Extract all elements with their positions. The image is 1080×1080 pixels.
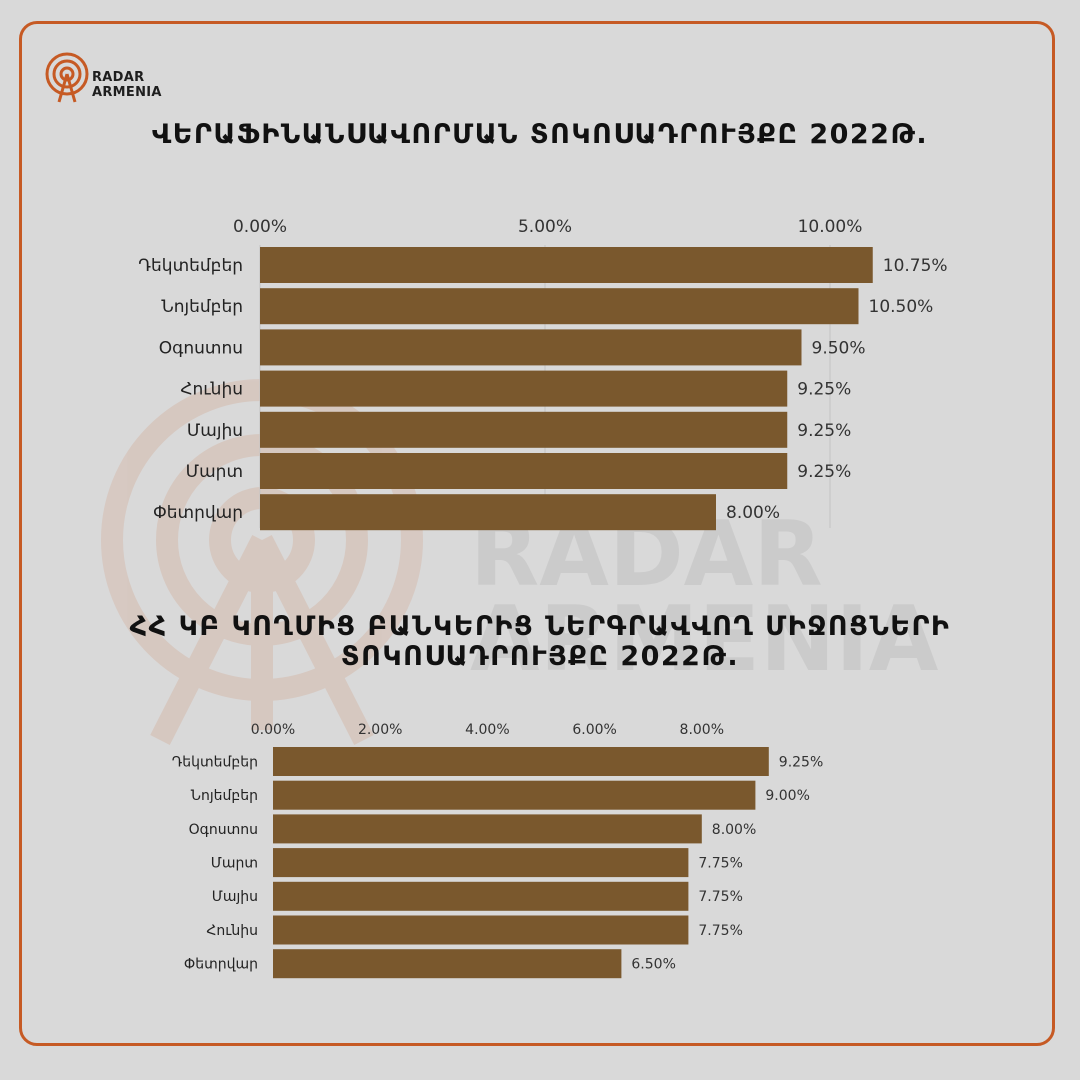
category-label: Փետրվար <box>184 957 258 973</box>
value-label: 10.75% <box>883 256 948 276</box>
value-label: 7.75% <box>698 923 742 939</box>
category-label: Դեկտեմբեր <box>138 256 243 276</box>
x-tick-label: 8.00% <box>680 722 724 738</box>
bar <box>260 411 788 448</box>
value-label: 6.50% <box>631 957 675 973</box>
chart-plot: 0.00% 5.00% 10.00% Դեկտեմբեր 10.75% Նոյեմբեր 1… <box>138 217 948 531</box>
value-label: 9.25% <box>797 380 851 400</box>
bar <box>260 370 788 407</box>
x-tick-label: 4.00% <box>465 722 509 738</box>
value-label: 9.25% <box>797 421 851 441</box>
category-label: Օգոստոս <box>189 822 258 838</box>
bar <box>260 329 802 366</box>
brand-name: RADAR ARMENIA <box>92 70 162 100</box>
chart1-title: ՎԵՐԱՖԻՆԱՆՍԱՎՈՐՄԱՆ ՏՈԿՈՍԱԴՐՈՒՅՔԸ 2022Թ. <box>151 119 929 150</box>
brand-name-line1: RADAR <box>92 70 145 85</box>
value-label: 9.25% <box>779 754 823 770</box>
category-label: Դեկտեմբեր <box>172 754 258 770</box>
brand-name-line2: ARMENIA <box>92 85 162 100</box>
chart-plot: 0.00% 2.00% 4.00% 6.00% 8.00% Դեկտեմբեր 9.25% Ն… <box>172 722 823 979</box>
category-label: Մարտ <box>186 462 243 482</box>
bar <box>273 747 769 776</box>
bar <box>273 949 622 979</box>
x-tick-label: 5.00% <box>518 217 572 237</box>
x-tick-label: 2.00% <box>358 722 402 738</box>
x-tick-label: 0.00% <box>233 217 287 237</box>
bar <box>273 848 689 878</box>
category-label: Փետրվար <box>153 503 243 523</box>
category-label: Նոյեմբեր <box>161 297 243 317</box>
bar <box>273 881 689 911</box>
value-label: 7.75% <box>698 889 742 905</box>
bar <box>273 915 689 945</box>
x-tick-label: 10.00% <box>798 217 863 237</box>
value-label: 8.00% <box>712 822 756 838</box>
value-label: 10.50% <box>869 297 934 317</box>
category-label: Օգոստոս <box>159 338 243 358</box>
bar <box>273 780 756 810</box>
category-label: Հունիս <box>180 380 243 400</box>
bar <box>260 288 859 325</box>
bar <box>260 247 873 283</box>
chart2-title-line1: ՀՀ ԿԲ ԿՈՂՄԻՑ ԲԱՆԿԵՐԻՑ ՆԵՐԳՐԱՎՎՈՂ ՄԻՋՈՑՆԵ… <box>129 611 951 642</box>
category-label: Հունիս <box>206 923 258 939</box>
x-tick-label: 0.00% <box>251 722 295 738</box>
bar <box>260 453 788 489</box>
bar <box>273 814 702 844</box>
page-frame <box>19 21 1055 1046</box>
category-label: Մարտ <box>211 856 258 872</box>
category-label: Մայիս <box>212 889 258 905</box>
chart2-title-line2: ՏՈԿՈՍԱԴՐՈՒՅՔԸ 2022Թ. <box>340 641 740 672</box>
value-label: 9.00% <box>765 788 809 804</box>
value-label: 7.75% <box>698 856 742 872</box>
value-label: 9.25% <box>797 462 851 482</box>
x-tick-label: 6.00% <box>572 722 616 738</box>
value-label: 8.00% <box>726 503 780 523</box>
radar-armenia-logo-icon <box>45 52 89 103</box>
category-label: Նոյեմբեր <box>191 788 258 804</box>
category-label: Մայիս <box>187 421 243 441</box>
value-label: 9.50% <box>812 338 866 358</box>
bar <box>260 494 716 531</box>
chart2-title: ՀՀ ԿԲ ԿՈՂՄԻՑ ԲԱՆԿԵՐԻՑ ՆԵՐԳՐԱՎՎՈՂ ՄԻՋՈՑՆԵ… <box>0 612 1080 672</box>
